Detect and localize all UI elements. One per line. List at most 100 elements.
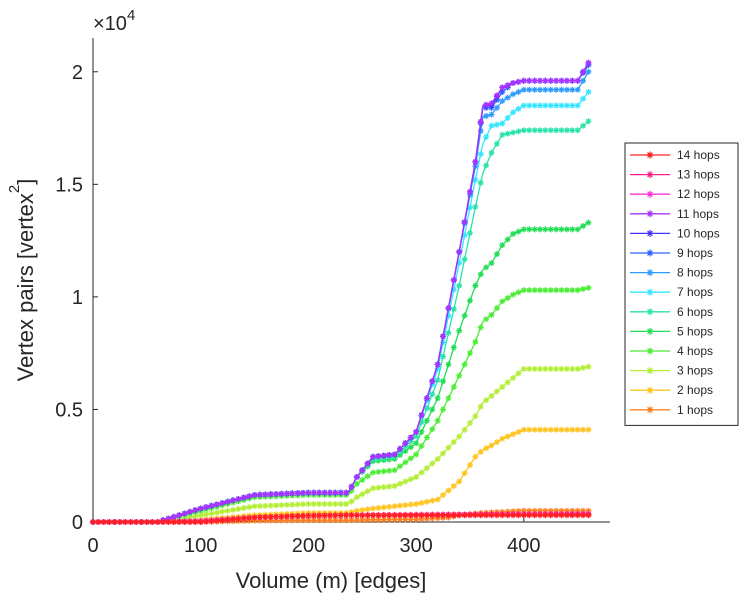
data-point	[477, 448, 484, 455]
data-point	[456, 260, 463, 267]
data-point	[456, 512, 463, 519]
data-point	[402, 440, 409, 447]
data-point	[440, 353, 447, 360]
data-point	[585, 507, 592, 514]
data-point	[574, 226, 581, 233]
data-point	[343, 500, 350, 507]
data-point	[348, 509, 355, 516]
x-tick-label: 0	[87, 535, 98, 557]
data-point	[429, 515, 436, 522]
data-point	[547, 512, 554, 519]
data-point	[375, 504, 382, 511]
data-point	[434, 395, 441, 402]
data-point	[510, 374, 517, 381]
data-point	[440, 491, 447, 498]
data-point	[353, 473, 360, 480]
data-point	[418, 515, 425, 522]
data-point	[520, 127, 527, 134]
data-point	[380, 484, 387, 491]
data-point	[154, 519, 161, 525]
data-point	[569, 127, 576, 134]
data-point	[310, 517, 317, 524]
data-point	[251, 514, 258, 521]
data-point	[353, 494, 360, 501]
x-tick-label: 300	[399, 535, 432, 557]
data-point	[547, 287, 554, 294]
data-point	[466, 188, 473, 195]
y-tick-label: 2	[72, 62, 83, 84]
plot-area	[90, 59, 592, 525]
data-point	[224, 507, 231, 514]
data-point	[504, 512, 511, 519]
data-point	[493, 96, 500, 103]
data-point	[574, 507, 581, 514]
data-point	[472, 413, 479, 420]
data-point	[337, 512, 344, 519]
data-point	[370, 505, 377, 512]
data-point	[321, 517, 328, 524]
data-point	[646, 269, 654, 277]
data-point	[434, 512, 441, 519]
data-point	[90, 519, 96, 525]
data-point	[646, 190, 654, 198]
data-point	[423, 512, 430, 519]
data-point	[326, 489, 333, 496]
data-point	[493, 140, 500, 147]
data-point	[440, 406, 447, 413]
data-point	[585, 426, 592, 433]
data-point	[520, 512, 527, 519]
legend-entry: 5 hops	[630, 324, 713, 338]
data-point	[251, 517, 258, 524]
data-point	[278, 490, 285, 497]
data-point	[413, 440, 420, 447]
data-point	[440, 378, 447, 385]
data-point	[208, 510, 215, 517]
data-point	[477, 324, 484, 331]
data-point	[407, 444, 414, 451]
data-point	[477, 179, 484, 186]
legend-label: 11 hops	[677, 207, 719, 221]
data-point	[423, 434, 430, 441]
tick-labels: 0 100 200 300 400 0 0.5 1 1.5 2	[55, 62, 540, 557]
data-point	[429, 497, 436, 504]
data-point	[461, 512, 468, 519]
data-point	[386, 512, 393, 519]
data-point	[477, 127, 484, 134]
data-point	[370, 485, 377, 492]
data-point	[262, 502, 269, 509]
data-point	[440, 333, 447, 340]
data-point	[646, 171, 654, 179]
data-point	[580, 77, 587, 84]
legend-entry: 7 hops	[630, 285, 713, 299]
data-point	[483, 512, 490, 519]
data-point	[488, 260, 495, 267]
data-point	[332, 512, 339, 519]
data-point	[127, 519, 134, 525]
data-point	[558, 365, 565, 372]
data-point	[450, 286, 457, 293]
data-point	[294, 517, 301, 524]
data-point	[504, 82, 511, 89]
data-point	[359, 467, 366, 474]
data-point	[515, 89, 522, 96]
legend-label: 3 hops	[677, 364, 713, 378]
data-point	[472, 163, 479, 170]
data-point	[364, 516, 371, 523]
y-axis-label-group: Vertex pairs [vertex2]	[6, 179, 38, 382]
data-point	[434, 417, 441, 424]
data-point	[197, 505, 204, 512]
data-point	[456, 478, 463, 485]
data-point	[542, 287, 549, 294]
data-point	[138, 519, 145, 525]
data-point	[574, 287, 581, 294]
data-point	[440, 339, 447, 346]
data-point	[531, 287, 538, 294]
data-point	[493, 388, 500, 395]
data-point	[558, 102, 565, 109]
data-point	[321, 500, 328, 507]
data-point	[542, 426, 549, 433]
data-point	[531, 507, 538, 514]
data-point	[536, 365, 543, 372]
data-point	[396, 463, 403, 470]
y-axis-label-main: Vertex pairs [vertex	[13, 193, 38, 381]
